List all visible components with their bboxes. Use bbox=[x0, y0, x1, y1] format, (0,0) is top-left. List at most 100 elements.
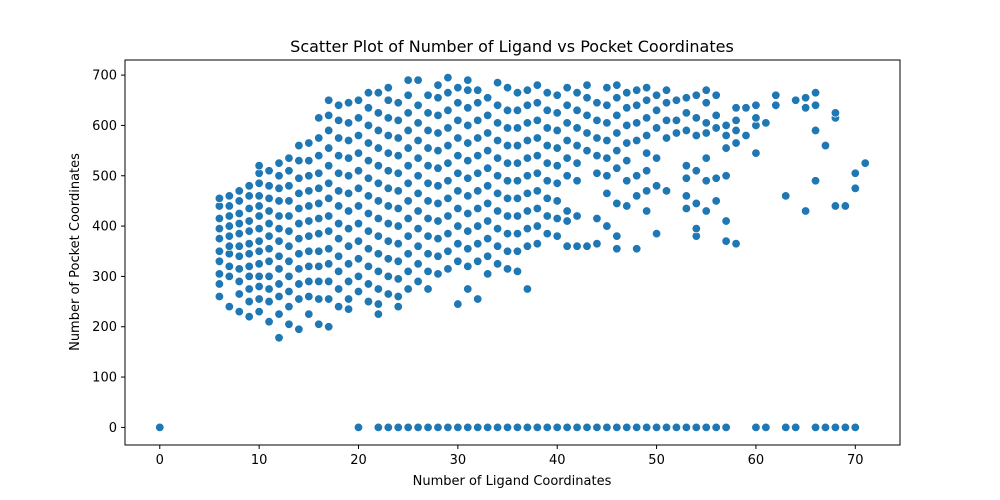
scatter-point bbox=[482, 145, 493, 156]
scatter-point bbox=[373, 422, 384, 433]
scatter-point bbox=[413, 171, 423, 181]
scatter-point bbox=[413, 276, 423, 287]
scatter-point bbox=[612, 80, 622, 90]
scatter-point bbox=[790, 422, 801, 433]
scatter-point bbox=[582, 422, 592, 433]
scatter-point bbox=[373, 299, 384, 309]
scatter-point bbox=[582, 80, 592, 90]
scatter-point bbox=[731, 138, 741, 148]
scatter-point bbox=[333, 168, 344, 178]
scatter-point bbox=[592, 98, 602, 108]
scatter-point bbox=[264, 244, 274, 254]
scatter-point bbox=[492, 422, 503, 433]
scatter-point bbox=[423, 266, 433, 277]
scatter-point bbox=[612, 163, 622, 173]
scatter-point bbox=[393, 98, 403, 108]
scatter-point bbox=[572, 211, 582, 221]
scatter-point bbox=[323, 211, 334, 221]
scatter-point bbox=[453, 168, 463, 178]
scatter-point bbox=[473, 168, 483, 178]
scatter-point bbox=[671, 422, 682, 433]
y-tick-label: 0 bbox=[109, 421, 117, 436]
scatter-point bbox=[443, 246, 453, 256]
scatter-point bbox=[433, 128, 443, 138]
scatter-point bbox=[453, 256, 463, 267]
scatter-point bbox=[433, 233, 443, 244]
scatter-point bbox=[602, 82, 612, 93]
scatter-point bbox=[323, 244, 334, 254]
scatter-point bbox=[413, 206, 423, 216]
scatter-point bbox=[473, 115, 483, 126]
scatter-point bbox=[363, 244, 374, 254]
scatter-point bbox=[314, 276, 324, 287]
scatter-point bbox=[522, 223, 533, 234]
scatter-point bbox=[552, 213, 562, 224]
scatter-point bbox=[562, 216, 572, 226]
scatter-point bbox=[761, 118, 771, 128]
scatter-point bbox=[532, 221, 543, 231]
scatter-point bbox=[363, 226, 374, 236]
scatter-point bbox=[641, 422, 652, 433]
scatter-point bbox=[502, 264, 513, 274]
scatter-point bbox=[761, 422, 771, 433]
scatter-point bbox=[582, 93, 592, 103]
scatter-point bbox=[771, 100, 781, 110]
scatter-point bbox=[433, 269, 443, 279]
scatter-point bbox=[294, 173, 304, 183]
scatter-point bbox=[214, 246, 225, 256]
scatter-point bbox=[244, 311, 254, 322]
scatter-point bbox=[403, 160, 413, 171]
scatter-point bbox=[681, 108, 692, 118]
scatter-point bbox=[403, 178, 413, 189]
scatter-point bbox=[403, 75, 413, 85]
scatter-point bbox=[284, 256, 294, 267]
scatter-point bbox=[373, 249, 384, 259]
scatter-point bbox=[492, 171, 503, 181]
x-axis-title: Number of Ligand Coordinates bbox=[413, 474, 612, 489]
scatter-point bbox=[234, 228, 244, 239]
scatter-point bbox=[512, 193, 523, 204]
scatter-point bbox=[810, 100, 821, 110]
y-tick-label: 100 bbox=[92, 371, 117, 386]
scatter-point bbox=[284, 286, 294, 297]
scatter-point bbox=[512, 266, 523, 277]
scatter-point bbox=[423, 213, 433, 224]
scatter-point bbox=[443, 264, 453, 274]
scatter-point bbox=[403, 231, 413, 241]
scatter-point bbox=[423, 108, 433, 118]
scatter-point bbox=[552, 422, 562, 433]
scatter-point bbox=[264, 231, 274, 241]
scatter-point bbox=[731, 103, 741, 113]
scatter-point bbox=[214, 279, 225, 289]
scatter-point bbox=[373, 309, 384, 319]
scatter-point bbox=[463, 284, 473, 294]
scatter-point bbox=[542, 140, 552, 151]
scatter-point bbox=[492, 241, 503, 251]
scatter-point bbox=[323, 110, 334, 121]
scatter-point bbox=[691, 90, 702, 100]
scatter-point bbox=[522, 422, 533, 433]
scatter-point bbox=[711, 110, 721, 121]
scatter-point bbox=[373, 284, 384, 294]
scatter-point bbox=[254, 191, 264, 201]
scatter-point bbox=[333, 266, 344, 277]
scatter-point bbox=[512, 228, 523, 239]
scatter-point bbox=[304, 186, 314, 196]
scatter-point bbox=[393, 256, 403, 267]
scatter-point bbox=[234, 264, 244, 274]
scatter-point bbox=[274, 183, 284, 194]
scatter-point bbox=[363, 208, 374, 219]
scatter-point bbox=[592, 238, 602, 249]
scatter-point bbox=[294, 140, 304, 151]
y-tick-label: 200 bbox=[92, 320, 117, 335]
scatter-point bbox=[383, 289, 394, 299]
scatter-point bbox=[323, 95, 334, 105]
scatter-point bbox=[413, 241, 423, 251]
scatter-point bbox=[443, 176, 453, 186]
scatter-point bbox=[473, 294, 483, 304]
scatter-point bbox=[463, 120, 473, 131]
scatter-point bbox=[721, 216, 731, 226]
scatter-point bbox=[661, 115, 672, 126]
scatter-point bbox=[274, 223, 284, 234]
scatter-point bbox=[413, 422, 423, 433]
